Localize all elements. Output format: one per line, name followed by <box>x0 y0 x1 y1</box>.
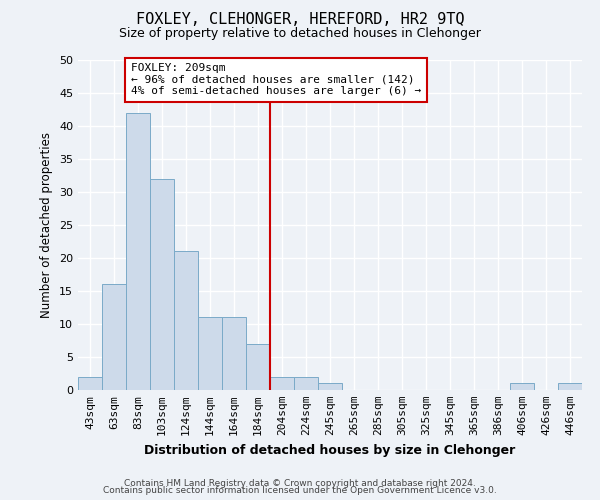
Bar <box>270 377 294 390</box>
Text: FOXLEY: 209sqm
← 96% of detached houses are smaller (142)
4% of semi-detached ho: FOXLEY: 209sqm ← 96% of detached houses … <box>131 64 421 96</box>
Text: FOXLEY, CLEHONGER, HEREFORD, HR2 9TQ: FOXLEY, CLEHONGER, HEREFORD, HR2 9TQ <box>136 12 464 28</box>
Bar <box>102 284 126 390</box>
Text: Size of property relative to detached houses in Clehonger: Size of property relative to detached ho… <box>119 28 481 40</box>
Bar <box>150 179 174 390</box>
Bar <box>78 377 102 390</box>
Bar <box>318 384 342 390</box>
Bar <box>558 384 582 390</box>
Bar <box>174 252 198 390</box>
Text: Contains HM Land Registry data © Crown copyright and database right 2024.: Contains HM Land Registry data © Crown c… <box>124 478 476 488</box>
Bar <box>198 318 222 390</box>
Bar <box>126 113 150 390</box>
Bar <box>222 318 246 390</box>
Text: Contains public sector information licensed under the Open Government Licence v3: Contains public sector information licen… <box>103 486 497 495</box>
Bar <box>294 377 318 390</box>
Y-axis label: Number of detached properties: Number of detached properties <box>40 132 53 318</box>
X-axis label: Distribution of detached houses by size in Clehonger: Distribution of detached houses by size … <box>145 444 515 456</box>
Bar <box>246 344 270 390</box>
Bar <box>510 384 534 390</box>
